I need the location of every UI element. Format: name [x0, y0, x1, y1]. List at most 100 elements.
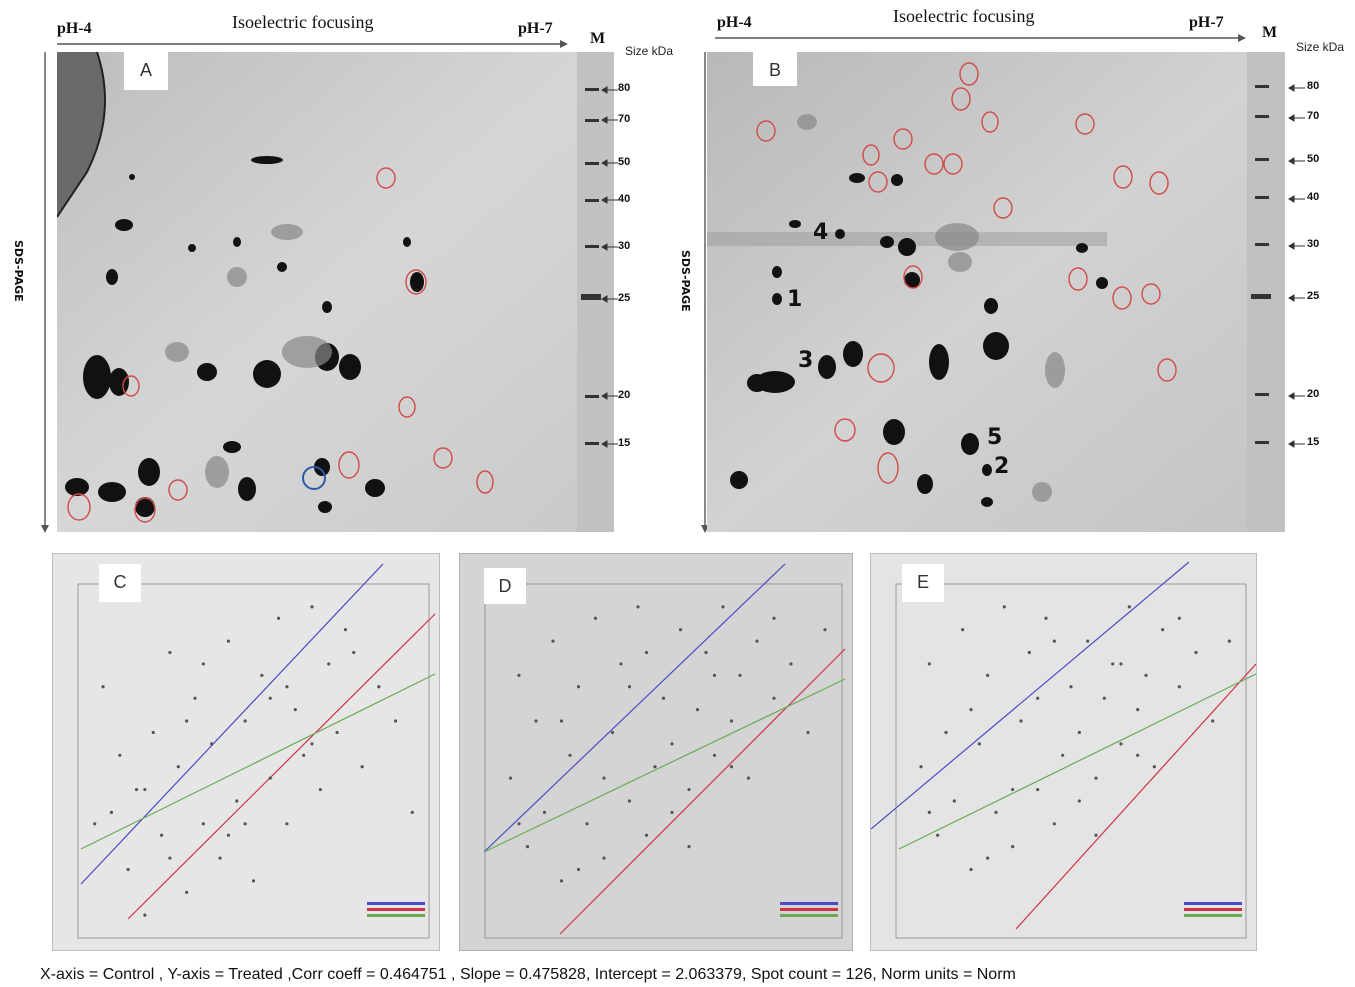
scatter-point — [1077, 730, 1081, 735]
gel-a-ph-left: pH-4 — [57, 20, 92, 37]
scatter-point — [986, 673, 990, 677]
plot-frame — [895, 583, 1247, 939]
gel-b-marker-arrows — [1288, 84, 1305, 448]
scatter-point — [360, 765, 364, 769]
legend-swatch — [780, 914, 838, 917]
gel-a-marker-lane: M — [590, 30, 606, 47]
scatter-point — [944, 730, 948, 735]
gel-b-ph-arrow — [715, 34, 1246, 42]
plot-d-panel-label: D — [484, 568, 526, 604]
scatter-point — [551, 639, 555, 643]
red-fit-line — [559, 648, 846, 935]
scatter-point — [636, 605, 640, 609]
gel-b-marker: 70 — [1307, 110, 1320, 122]
scatter-point — [1011, 787, 1015, 792]
scatter-point — [678, 628, 683, 632]
scatter-point — [542, 810, 547, 814]
scatter-point — [1119, 742, 1123, 746]
gel-b-marker: 20 — [1307, 388, 1320, 400]
scatter-point — [977, 742, 981, 746]
scatter-point — [193, 696, 197, 700]
scatter-point — [1144, 673, 1148, 677]
scatter-point — [687, 845, 691, 849]
scatter-svg-e — [871, 561, 1256, 939]
scatter-point — [559, 719, 564, 723]
scatter-point — [772, 616, 776, 620]
scatter-plot-e: E — [870, 553, 1257, 951]
scatter-point — [695, 708, 700, 712]
gel-b-spot-number: 5 — [987, 425, 1003, 450]
scatter-point — [268, 696, 272, 700]
scatter-point — [986, 856, 990, 860]
scatter-point — [1127, 605, 1131, 609]
gel-image-a: A — [57, 52, 614, 532]
gel-a-marker-arrows — [601, 86, 618, 448]
red-fit-line — [127, 613, 436, 920]
gel-b-spot-number: 3 — [798, 348, 814, 373]
scatter-point — [310, 742, 314, 746]
scatter-point — [952, 799, 956, 803]
gel-b-axis-title: Isoelectric focusing — [893, 6, 1035, 26]
scatter-point — [276, 616, 281, 620]
scatter-point — [1061, 753, 1065, 757]
scatter-point — [343, 628, 348, 632]
gel-a-marker: 15 — [618, 437, 631, 449]
scatter-point — [517, 673, 521, 677]
scatter-point — [1002, 605, 1006, 609]
scatter-point — [1119, 662, 1123, 666]
gel-b-marker: 25 — [1307, 290, 1320, 302]
scatter-point — [302, 753, 306, 757]
scatter-point — [961, 628, 965, 632]
scatter-point — [159, 833, 164, 837]
scatter-point — [755, 639, 759, 643]
scatter-point — [1094, 833, 1098, 837]
scatter-point — [729, 719, 734, 723]
scatter-point — [1086, 639, 1090, 643]
scatter-point — [377, 685, 381, 689]
scatter-point — [593, 616, 598, 620]
gel-b-marker: 30 — [1307, 238, 1320, 250]
scatter-point — [1102, 696, 1106, 700]
scatter-point — [285, 685, 289, 689]
green-fit-line — [483, 678, 846, 853]
plot-frame — [484, 583, 843, 939]
scatter-point — [729, 765, 734, 769]
plot-legend — [367, 902, 425, 917]
legend-swatch — [780, 908, 838, 911]
scatter-svg-d — [483, 563, 846, 939]
scatter-point — [251, 879, 256, 883]
scatter-point — [936, 833, 940, 837]
scatter-point — [670, 742, 674, 746]
green-fit-line — [80, 673, 436, 850]
figure-caption: X-axis = Control , Y-axis = Treated ,Cor… — [40, 966, 1016, 983]
red-fit-line — [1015, 663, 1256, 930]
scatter-point — [602, 776, 606, 780]
scatter-point — [218, 856, 222, 860]
scatter-point — [335, 730, 339, 735]
gel-a-marker: 40 — [618, 193, 631, 205]
scatter-point — [185, 719, 189, 723]
green-fit-line — [898, 673, 1256, 850]
scatter-point — [101, 685, 105, 689]
scatter-plot-c: C — [52, 553, 440, 951]
blue-fit-line — [80, 563, 384, 885]
scatter-point — [585, 822, 589, 826]
gel-b-panel-label: B — [753, 52, 797, 86]
scatter-point — [712, 753, 717, 757]
scatter-point — [226, 833, 231, 837]
scatter-point — [559, 879, 564, 883]
scatter-point — [661, 696, 666, 700]
scatter-point — [670, 810, 674, 814]
scatter-plot-d: D — [459, 553, 853, 951]
scatter-point — [687, 787, 691, 792]
scatter-point — [318, 787, 322, 792]
gel-b-marker: 80 — [1307, 80, 1320, 92]
scatter-point — [927, 662, 931, 666]
legend-swatch — [1184, 908, 1242, 911]
scatter-point — [919, 765, 923, 769]
scatter-point — [168, 856, 172, 860]
scatter-point — [721, 605, 725, 609]
scatter-point — [806, 730, 810, 735]
scatter-point — [352, 650, 356, 655]
scatter-point — [1211, 719, 1215, 723]
